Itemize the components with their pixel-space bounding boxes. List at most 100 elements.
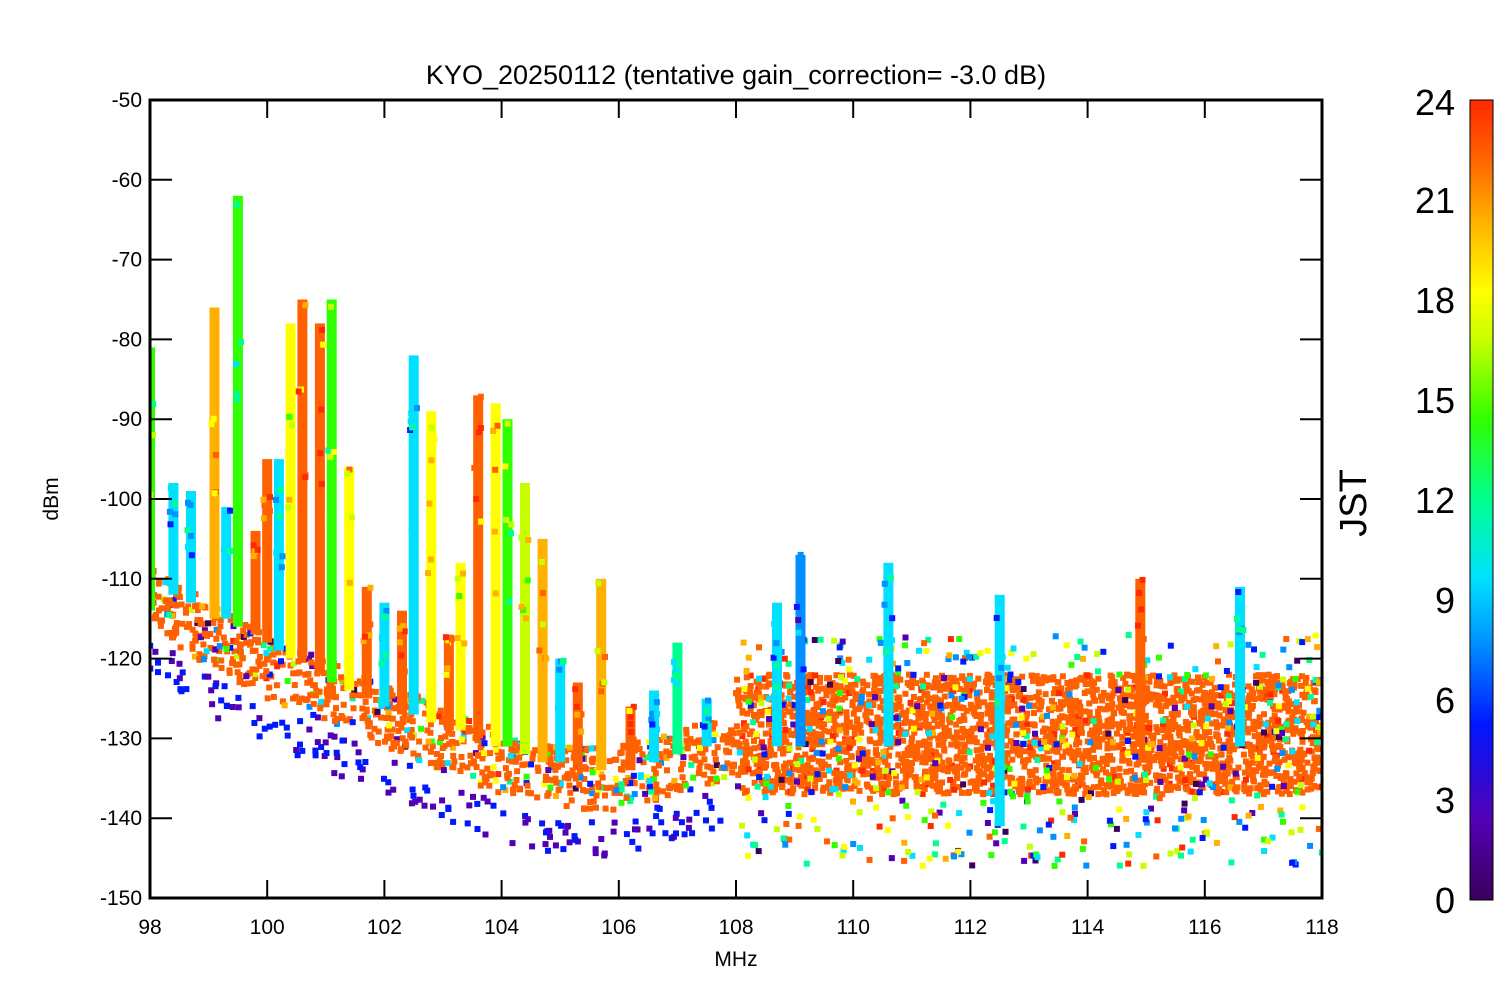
data-point — [801, 791, 808, 798]
data-point — [977, 650, 984, 656]
data-point — [950, 779, 957, 785]
data-point — [1225, 698, 1232, 705]
data-point — [953, 740, 960, 747]
data-point — [278, 658, 284, 665]
data-point — [189, 645, 196, 652]
data-point — [1314, 714, 1321, 721]
data-point — [1148, 747, 1155, 754]
data-point — [1090, 687, 1097, 694]
data-point — [1304, 786, 1311, 793]
data-point — [868, 770, 875, 777]
data-point — [707, 776, 714, 782]
data-point — [1088, 790, 1094, 797]
data-point — [201, 673, 208, 680]
data-point — [1167, 680, 1174, 687]
data-point — [1129, 714, 1136, 721]
data-point — [929, 725, 936, 732]
data-point — [210, 619, 217, 626]
data-point — [603, 784, 610, 791]
data-point — [1302, 681, 1309, 688]
data-point — [742, 738, 749, 745]
data-point — [1067, 684, 1073, 691]
data-point — [215, 629, 222, 636]
data-point — [1305, 723, 1312, 730]
data-point — [1016, 777, 1023, 784]
data-point — [814, 712, 821, 719]
data-point — [1245, 785, 1252, 792]
data-point — [492, 777, 499, 784]
data-point — [881, 785, 888, 792]
data-point — [818, 738, 825, 745]
data-point — [1297, 782, 1304, 789]
data-point — [930, 695, 936, 702]
data-point — [1114, 788, 1121, 794]
data-point — [1247, 747, 1254, 753]
data-point — [1032, 730, 1038, 737]
data-point — [1225, 725, 1231, 732]
data-point — [304, 696, 311, 703]
data-point — [1298, 733, 1305, 740]
data-point — [1042, 735, 1049, 742]
data-point — [386, 722, 393, 729]
data-point — [795, 617, 802, 624]
data-point — [988, 852, 995, 859]
data-point — [235, 704, 242, 711]
data-point — [217, 617, 224, 624]
data-point — [1076, 676, 1083, 683]
data-point — [442, 634, 449, 641]
data-point — [889, 637, 896, 644]
data-point — [188, 532, 194, 539]
data-point — [760, 744, 767, 751]
data-point — [261, 660, 268, 667]
data-point — [1116, 806, 1123, 813]
data-point — [1214, 732, 1221, 739]
data-point — [1257, 761, 1264, 768]
data-point — [1049, 704, 1056, 711]
data-point — [1202, 672, 1209, 679]
data-point — [490, 802, 497, 809]
data-point — [902, 783, 909, 789]
data-point — [868, 721, 875, 728]
data-point — [1085, 752, 1092, 759]
data-point — [785, 708, 792, 715]
data-point — [630, 736, 637, 743]
data-point — [825, 764, 832, 770]
data-point — [1221, 688, 1228, 695]
data-point — [1102, 758, 1109, 765]
data-point — [1106, 817, 1113, 824]
data-point — [1051, 736, 1058, 743]
data-point — [947, 683, 954, 689]
data-point — [928, 704, 935, 711]
data-point — [589, 790, 596, 797]
data-point — [802, 741, 809, 748]
data-point — [172, 511, 179, 518]
data-point — [553, 779, 560, 786]
data-point — [627, 798, 634, 804]
data-point — [590, 798, 597, 805]
data-point — [631, 780, 638, 787]
data-point — [375, 728, 382, 735]
data-point — [982, 721, 989, 728]
data-point — [150, 432, 156, 439]
data-point — [954, 701, 961, 708]
data-point — [799, 763, 806, 770]
data-point — [831, 769, 838, 776]
data-point — [192, 603, 199, 610]
data-point — [816, 700, 823, 707]
data-point — [558, 822, 565, 829]
data-point — [1091, 679, 1098, 686]
data-point — [166, 508, 173, 515]
data-point — [927, 780, 934, 787]
data-point — [836, 644, 843, 651]
data-point — [373, 696, 380, 703]
data-point — [576, 781, 583, 788]
data-point — [293, 747, 300, 753]
data-point — [960, 658, 967, 665]
data-point — [1015, 679, 1022, 686]
data-point — [903, 802, 910, 809]
data-point — [835, 791, 842, 798]
data-point — [1212, 764, 1219, 771]
data-point — [481, 740, 488, 747]
data-point — [205, 620, 211, 627]
data-point — [1192, 795, 1198, 802]
